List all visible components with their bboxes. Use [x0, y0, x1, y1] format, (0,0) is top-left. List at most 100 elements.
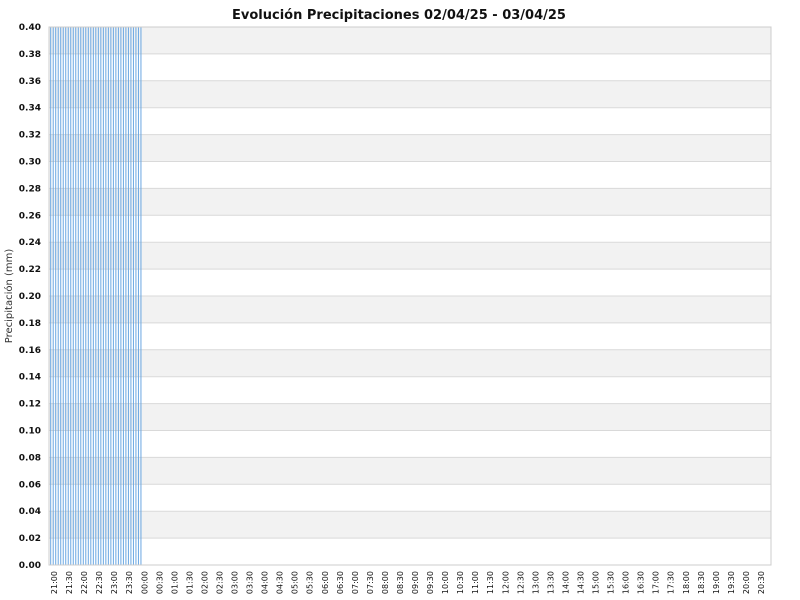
bar [115, 27, 117, 565]
x-tick-label: 18:00 [682, 571, 691, 594]
bar [130, 27, 132, 565]
background-band [49, 296, 771, 323]
background-band [49, 27, 771, 54]
x-tick-label: 14:30 [576, 571, 585, 594]
x-tick-label: 19:00 [712, 571, 721, 594]
x-tick-label: 20:30 [757, 571, 766, 594]
y-axis-label: Precipitación (mm) [3, 249, 15, 344]
y-tick-label: 0.26 [19, 211, 41, 221]
bar [107, 27, 109, 565]
x-tick-label: 16:30 [637, 571, 646, 594]
y-tick-label: 0.20 [19, 292, 41, 302]
y-tick-label: 0.34 [19, 104, 41, 114]
x-tick-label: 15:00 [592, 571, 601, 594]
x-tick-label: 21:00 [50, 571, 59, 594]
background-band [49, 349, 771, 377]
bar [60, 27, 62, 565]
y-tick-label: 0.16 [19, 346, 41, 356]
bar-series [50, 27, 142, 565]
bar [75, 27, 77, 565]
bar [80, 27, 82, 565]
x-tick-label: 07:30 [366, 571, 375, 594]
bar [100, 27, 102, 565]
x-tick-label: 23:30 [125, 571, 134, 594]
x-tick-label: 03:00 [231, 571, 240, 594]
x-tick-label: 03:30 [246, 571, 255, 594]
background-band [49, 511, 771, 539]
bar [52, 27, 54, 565]
background-band [49, 242, 771, 270]
y-tick-label: 0.28 [19, 184, 41, 194]
y-tick-label: 0.18 [19, 319, 41, 329]
plot-frame [48, 26, 772, 566]
x-tick-label: 06:30 [336, 571, 345, 594]
x-tick-label: 12:00 [501, 571, 510, 594]
bar [92, 27, 94, 565]
bar [102, 27, 104, 565]
bar [95, 27, 97, 565]
x-tick-label: 10:30 [456, 571, 465, 594]
bar [127, 27, 129, 565]
bar [70, 27, 72, 565]
y-tick-label: 0.06 [19, 480, 41, 490]
x-tick-label: 18:30 [697, 571, 706, 594]
bar [117, 27, 119, 565]
x-tick-label: 06:00 [321, 571, 330, 594]
y-tick-label: 0.08 [19, 453, 41, 463]
y-tick-label: 0.14 [19, 373, 41, 383]
x-tick-label: 13:30 [546, 571, 555, 594]
bar [57, 27, 59, 565]
chart-title: Evolución Precipitaciones 02/04/25 - 03/… [232, 8, 566, 23]
y-tick-label: 0.02 [19, 534, 41, 544]
x-tick-label: 08:30 [396, 571, 405, 594]
y-tick-label: 0.30 [19, 158, 41, 168]
x-tick-label: 22:00 [80, 571, 89, 594]
x-tick-label: 02:30 [215, 571, 224, 594]
bar [140, 27, 142, 565]
bar [90, 27, 92, 565]
gridlines [49, 26, 771, 566]
x-axis-ticks: 21:00 21:30 22:00 22:30 23:00 23:30 00:00 00:30… [50, 571, 766, 594]
y-axis-ticks: 0.00 0.02 0.04 0.06 0.08 0.10 0.12 0.14 0.16 0.18… [19, 23, 41, 571]
bar [97, 27, 99, 565]
bar [87, 27, 89, 565]
x-tick-label: 11:30 [486, 571, 495, 594]
x-tick-label: 21:30 [65, 571, 74, 594]
x-tick-label: 00:00 [140, 571, 149, 594]
x-tick-label: 09:30 [426, 571, 435, 594]
x-tick-label: 17:30 [667, 571, 676, 594]
bar [77, 27, 79, 565]
y-tick-label: 0.22 [19, 265, 41, 275]
x-tick-label: 02:00 [200, 571, 209, 594]
x-tick-label: 04:00 [261, 571, 270, 594]
x-tick-label: 13:00 [531, 571, 540, 594]
x-tick-label: 22:30 [95, 571, 104, 594]
x-tick-label: 16:00 [622, 571, 631, 594]
background-band [49, 457, 771, 485]
x-tick-label: 10:00 [441, 571, 450, 594]
bar [120, 27, 122, 565]
x-tick-label: 04:30 [276, 571, 285, 594]
bar [65, 27, 67, 565]
x-tick-label: 09:00 [411, 571, 420, 594]
x-tick-label: 17:00 [652, 571, 661, 594]
y-tick-label: 0.36 [19, 77, 41, 87]
x-tick-label: 05:00 [291, 571, 300, 594]
background-band [49, 134, 771, 162]
bar [72, 27, 74, 565]
y-tick-label: 0.12 [19, 400, 41, 410]
bar [110, 27, 112, 565]
x-tick-label: 05:30 [306, 571, 315, 594]
bar [132, 27, 134, 565]
x-tick-label: 14:00 [561, 571, 570, 594]
x-tick-label: 23:00 [110, 571, 119, 594]
bar [137, 27, 139, 565]
x-tick-label: 00:30 [155, 571, 164, 594]
bar [122, 27, 124, 565]
y-tick-label: 0.32 [19, 131, 41, 141]
x-tick-label: 07:00 [351, 571, 360, 594]
x-tick-label: 01:30 [185, 571, 194, 594]
bar [85, 27, 87, 565]
background-band [49, 188, 771, 216]
